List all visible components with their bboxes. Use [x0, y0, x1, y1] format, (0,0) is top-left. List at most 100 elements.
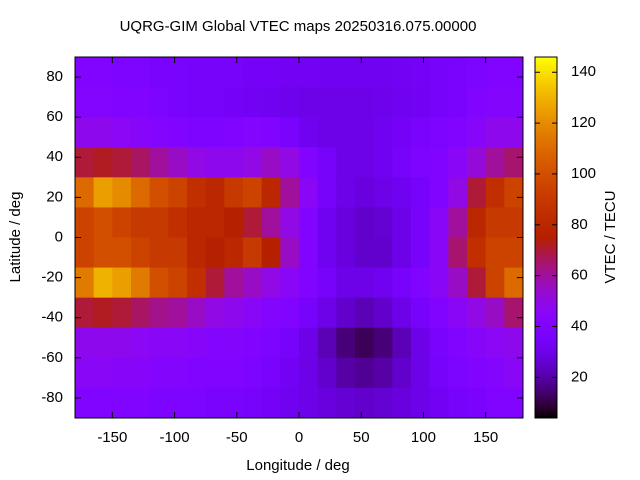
heat-cell: [336, 207, 356, 238]
heat-cell: [112, 237, 132, 268]
heat-cell: [373, 327, 393, 359]
y-tick-label: 60: [46, 108, 63, 125]
colorbar-tick-label: 60: [571, 267, 588, 284]
y-tick-label: -40: [41, 309, 63, 326]
colorbar-tick-label: 100: [571, 165, 596, 182]
heat-cell: [280, 147, 300, 178]
heat-cell: [131, 267, 151, 299]
heat-cell: [467, 267, 487, 299]
heat-cell: [112, 297, 132, 329]
heat-cell: [467, 57, 487, 88]
heat-cell: [168, 117, 188, 148]
heat-cell: [131, 147, 151, 178]
heat-cell: [187, 357, 207, 389]
heat-cell: [467, 177, 487, 208]
x-tick-label: 50: [353, 429, 370, 446]
heat-cell: [373, 147, 393, 178]
heat-cell: [168, 147, 188, 178]
heat-cell: [93, 87, 113, 118]
colorbar-tick-label: 80: [571, 216, 588, 233]
heat-cell: [355, 357, 375, 389]
heat-cell: [504, 207, 524, 238]
heat-cell: [429, 57, 449, 88]
heat-cell: [224, 117, 244, 148]
heat-cell: [448, 387, 468, 419]
heat-cell: [224, 327, 244, 359]
heat-cell: [355, 177, 375, 208]
heat-cell: [205, 267, 225, 299]
heat-cell: [93, 177, 113, 208]
heat-cell: [299, 147, 319, 178]
heat-cell: [93, 237, 113, 268]
heat-cell: [131, 237, 151, 268]
heat-cell: [149, 327, 169, 359]
colorbar-tick-label: 20: [571, 368, 588, 385]
heat-cell: [485, 87, 505, 118]
heat-cell: [355, 387, 375, 419]
heat-cell: [243, 357, 263, 389]
heat-cell: [187, 237, 207, 268]
heat-cell: [485, 207, 505, 238]
heat-cell: [467, 327, 487, 359]
heat-cell: [485, 327, 505, 359]
heat-cell: [392, 297, 412, 329]
heat-cell: [168, 57, 188, 88]
heat-cell: [280, 297, 300, 329]
y-tick-label: -80: [41, 389, 63, 406]
heat-cell: [411, 357, 431, 389]
heat-cell: [485, 237, 505, 268]
heat-cell: [93, 357, 113, 389]
heat-cell: [261, 327, 281, 359]
heat-cell: [504, 87, 524, 118]
chart-title: UQRG-GIM Global VTEC maps 20250316.075.0…: [120, 18, 477, 35]
heat-cell: [317, 87, 337, 118]
x-tick-label: 100: [411, 429, 436, 446]
heat-cell: [429, 207, 449, 238]
heat-cell: [429, 357, 449, 389]
heat-cell: [429, 117, 449, 148]
heat-cell: [187, 327, 207, 359]
heat-cell: [75, 357, 95, 389]
heat-cell: [168, 207, 188, 238]
heat-cell: [149, 357, 169, 389]
heat-cell: [280, 57, 300, 88]
heat-cell: [149, 87, 169, 118]
heat-cell: [392, 207, 412, 238]
heat-cell: [448, 147, 468, 178]
heat-cell: [261, 387, 281, 419]
heat-cell: [317, 177, 337, 208]
heat-cell: [224, 177, 244, 208]
heat-cell: [429, 177, 449, 208]
heat-cell: [467, 237, 487, 268]
heat-cell: [93, 117, 113, 148]
heat-cell: [299, 117, 319, 148]
heat-cell: [317, 357, 337, 389]
heat-cell: [299, 267, 319, 299]
heat-cell: [112, 387, 132, 419]
heat-cell: [224, 387, 244, 419]
heat-cell: [280, 207, 300, 238]
heat-cell: [187, 297, 207, 329]
heat-cell: [280, 117, 300, 148]
heat-cell: [485, 117, 505, 148]
heat-cell: [75, 57, 95, 88]
heat-cell: [373, 117, 393, 148]
heat-cell: [224, 207, 244, 238]
heat-cell: [299, 297, 319, 329]
heat-cell: [299, 57, 319, 88]
heat-cell: [112, 57, 132, 88]
heat-cell: [411, 117, 431, 148]
heat-cell: [149, 57, 169, 88]
heat-cell: [373, 177, 393, 208]
heat-cell: [75, 237, 95, 268]
heat-cell: [243, 327, 263, 359]
heat-cell: [261, 87, 281, 118]
heat-cell: [317, 207, 337, 238]
heat-cell: [112, 357, 132, 389]
heat-cell: [280, 237, 300, 268]
heat-cell: [168, 87, 188, 118]
heat-cell: [224, 357, 244, 389]
heat-cell: [336, 327, 356, 359]
heat-cell: [243, 267, 263, 299]
heat-cell: [336, 357, 356, 389]
